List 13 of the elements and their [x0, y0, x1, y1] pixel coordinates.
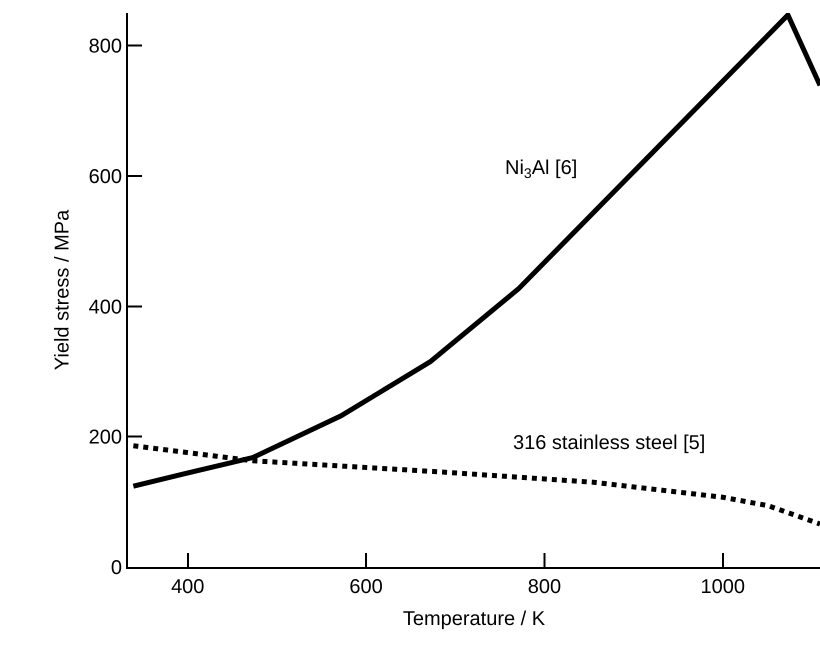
y-tick-label: 0 — [110, 557, 122, 579]
x-tick-label: 800 — [528, 576, 562, 598]
x-tick-label: 600 — [349, 576, 383, 598]
y-tick-label: 600 — [88, 166, 122, 188]
x-axis-title: Temperature / K — [402, 608, 546, 630]
x-tick-label: 400 — [171, 576, 204, 598]
y-tick-label: 400 — [88, 296, 122, 318]
y-axis-title: Yield stress / MPa — [52, 208, 74, 370]
series-label: 316 stainless steel [5] — [513, 432, 706, 454]
x-tick-label: 1000 — [700, 576, 746, 598]
series-label: Ni$_{3}$Al [6] — [505, 157, 578, 182]
y-tick-label: 800 — [88, 36, 122, 58]
y-tick-label: 200 — [88, 426, 122, 449]
